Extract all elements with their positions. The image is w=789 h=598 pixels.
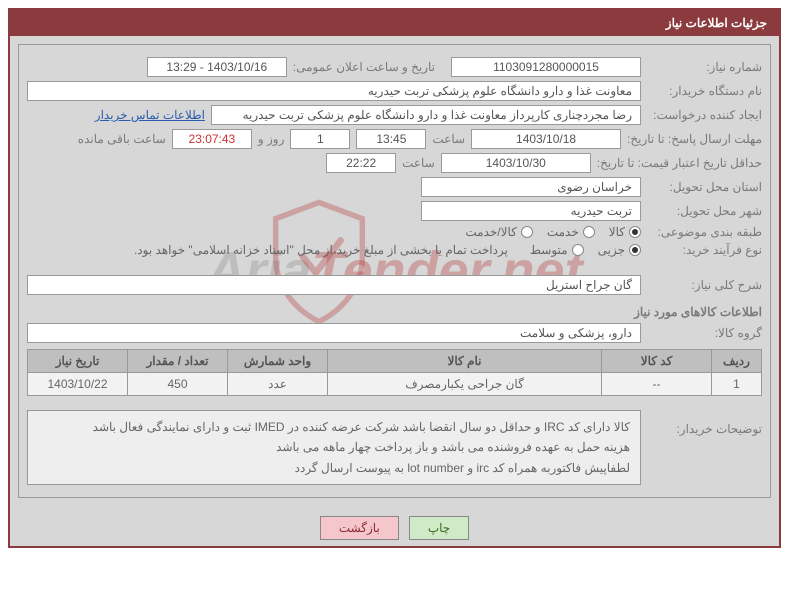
items-table: ردیف کد کالا نام کالا واحد شمارش تعداد /… xyxy=(27,349,762,396)
table-header-row: ردیف کد کالا نام کالا واحد شمارش تعداد /… xyxy=(28,350,762,373)
overall-title-field: گان جراح استریل xyxy=(27,275,641,295)
row-province: استان محل تحویل: خراسان رضوی xyxy=(27,177,762,197)
cell-code: -- xyxy=(602,373,712,396)
purchase-type-label: نوع فرآیند خرید: xyxy=(647,243,762,257)
row-group: گروه کالا: دارو، پزشکی و سلامت xyxy=(27,323,762,343)
creator-label: ایجاد کننده درخواست: xyxy=(647,108,762,122)
group-label: گروه کالا: xyxy=(647,326,762,340)
announce-label: تاریخ و ساعت اعلان عمومی: xyxy=(293,60,435,74)
radio-partial[interactable]: جزیی xyxy=(598,243,641,257)
buyer-notes-box: کالا دارای کد IRC و حداقل دو سال انقضا ب… xyxy=(27,410,641,485)
deadline-label: مهلت ارسال پاسخ: تا تاریخ: xyxy=(627,132,762,146)
subject-class-label: طبقه بندی موضوعی: xyxy=(647,225,762,239)
city-field: تربت حیدریه xyxy=(421,201,641,221)
row-creator: ایجاد کننده درخواست: رضا مجردچناری کارپر… xyxy=(27,105,762,125)
need-no-label: شماره نیاز: xyxy=(647,60,762,74)
buyer-org-label: نام دستگاه خریدار: xyxy=(647,84,762,98)
cell-idx: 1 xyxy=(712,373,762,396)
col-unit: واحد شمارش xyxy=(228,350,328,373)
radio-dot-icon xyxy=(521,226,533,238)
buyer-notes-line: کالا دارای کد IRC و حداقل دو سال انقضا ب… xyxy=(38,417,630,437)
col-code: کد کالا xyxy=(602,350,712,373)
deadline-time-field: 13:45 xyxy=(356,129,426,149)
row-subject-class: طبقه بندی موضوعی: کالا خدمت کالا/خدمت xyxy=(27,225,762,239)
row-city: شهر محل تحویل: تربت حیدریه xyxy=(27,201,762,221)
purchase-note: پرداخت تمام یا بخشی از مبلغ خرید،از محل … xyxy=(134,243,508,257)
radio-dot-icon xyxy=(629,226,641,238)
col-name: نام کالا xyxy=(328,350,602,373)
buyer-notes-line: هزینه حمل به عهده فروشنده می باشد و باز … xyxy=(38,437,630,457)
overall-title-label: شرح کلی نیاز: xyxy=(647,278,762,292)
buyer-org-field: معاونت غذا و دارو دانشگاه علوم پزشکی ترب… xyxy=(27,81,641,101)
col-qty: تعداد / مقدار xyxy=(128,350,228,373)
items-section-title: اطلاعات کالاهای مورد نیاز xyxy=(27,305,762,319)
radio-goods[interactable]: کالا xyxy=(609,225,641,239)
radio-goods-service[interactable]: کالا/خدمت xyxy=(465,225,532,239)
panel-title: جزئیات اطلاعات نیاز xyxy=(666,16,767,30)
announce-field: 1403/10/16 - 13:29 xyxy=(147,57,287,77)
buyer-notes-line: لطفاپیش فاکتوربه همراه کد irc و lot numb… xyxy=(38,458,630,478)
buyer-notes-label: توضیحات خریدار: xyxy=(647,404,762,436)
countdown-field: 23:07:43 xyxy=(172,129,252,149)
cell-qty: 450 xyxy=(128,373,228,396)
subject-class-radio-group: کالا خدمت کالا/خدمت xyxy=(465,225,641,239)
row-buyer-notes: توضیحات خریدار: کالا دارای کد IRC و حداق… xyxy=(27,404,762,485)
radio-service[interactable]: خدمت xyxy=(547,225,595,239)
radio-dot-icon xyxy=(629,244,641,256)
remaining-label: ساعت باقی مانده xyxy=(78,132,166,146)
col-date: تاریخ نیاز xyxy=(28,350,128,373)
radio-dot-icon xyxy=(583,226,595,238)
row-deadline: مهلت ارسال پاسخ: تا تاریخ: 1403/10/18 سا… xyxy=(27,129,762,149)
cell-date: 1403/10/22 xyxy=(28,373,128,396)
form-box: AriaTender.net شماره نیاز: 1103091280000… xyxy=(18,44,771,498)
price-valid-time-field: 22:22 xyxy=(326,153,396,173)
button-bar: چاپ بازگشت xyxy=(10,506,779,546)
row-purchase-type: نوع فرآیند خرید: جزیی متوسط پرداخت تمام … xyxy=(27,243,762,257)
time-label-2: ساعت xyxy=(402,156,435,170)
print-button[interactable]: چاپ xyxy=(409,516,469,540)
days-and-label: روز و xyxy=(258,132,285,146)
days-count-field: 1 xyxy=(290,129,350,149)
creator-field: رضا مجردچناری کارپرداز معاونت غذا و دارو… xyxy=(211,105,641,125)
row-overall-title: شرح کلی نیاز: گان جراح استریل xyxy=(27,275,762,295)
cell-name: گان جراحی یکبارمصرف xyxy=(328,373,602,396)
radio-medium[interactable]: متوسط xyxy=(530,243,584,257)
city-label: شهر محل تحویل: xyxy=(647,204,762,218)
main-panel: جزئیات اطلاعات نیاز AriaTender.net شماره… xyxy=(8,8,781,548)
price-valid-label: حداقل تاریخ اعتبار قیمت: تا تاریخ: xyxy=(597,156,762,170)
cell-unit: عدد xyxy=(228,373,328,396)
need-no-field: 1103091280000015 xyxy=(451,57,641,77)
col-idx: ردیف xyxy=(712,350,762,373)
radio-dot-icon xyxy=(572,244,584,256)
row-need-no: شماره نیاز: 1103091280000015 تاریخ و ساع… xyxy=(27,57,762,77)
panel-header: جزئیات اطلاعات نیاز xyxy=(10,10,779,36)
province-field: خراسان رضوی xyxy=(421,177,641,197)
row-buyer-org: نام دستگاه خریدار: معاونت غذا و دارو دان… xyxy=(27,81,762,101)
purchase-type-radio-group: جزیی متوسط xyxy=(530,243,641,257)
group-field: دارو، پزشکی و سلامت xyxy=(27,323,641,343)
deadline-date-field: 1403/10/18 xyxy=(471,129,621,149)
province-label: استان محل تحویل: xyxy=(647,180,762,194)
time-label-1: ساعت xyxy=(432,132,465,146)
table-row: 1 -- گان جراحی یکبارمصرف عدد 450 1403/10… xyxy=(28,373,762,396)
back-button[interactable]: بازگشت xyxy=(320,516,399,540)
price-valid-date-field: 1403/10/30 xyxy=(441,153,591,173)
buyer-contact-link[interactable]: اطلاعات تماس خریدار xyxy=(95,108,205,122)
row-price-valid: حداقل تاریخ اعتبار قیمت: تا تاریخ: 1403/… xyxy=(27,153,762,173)
